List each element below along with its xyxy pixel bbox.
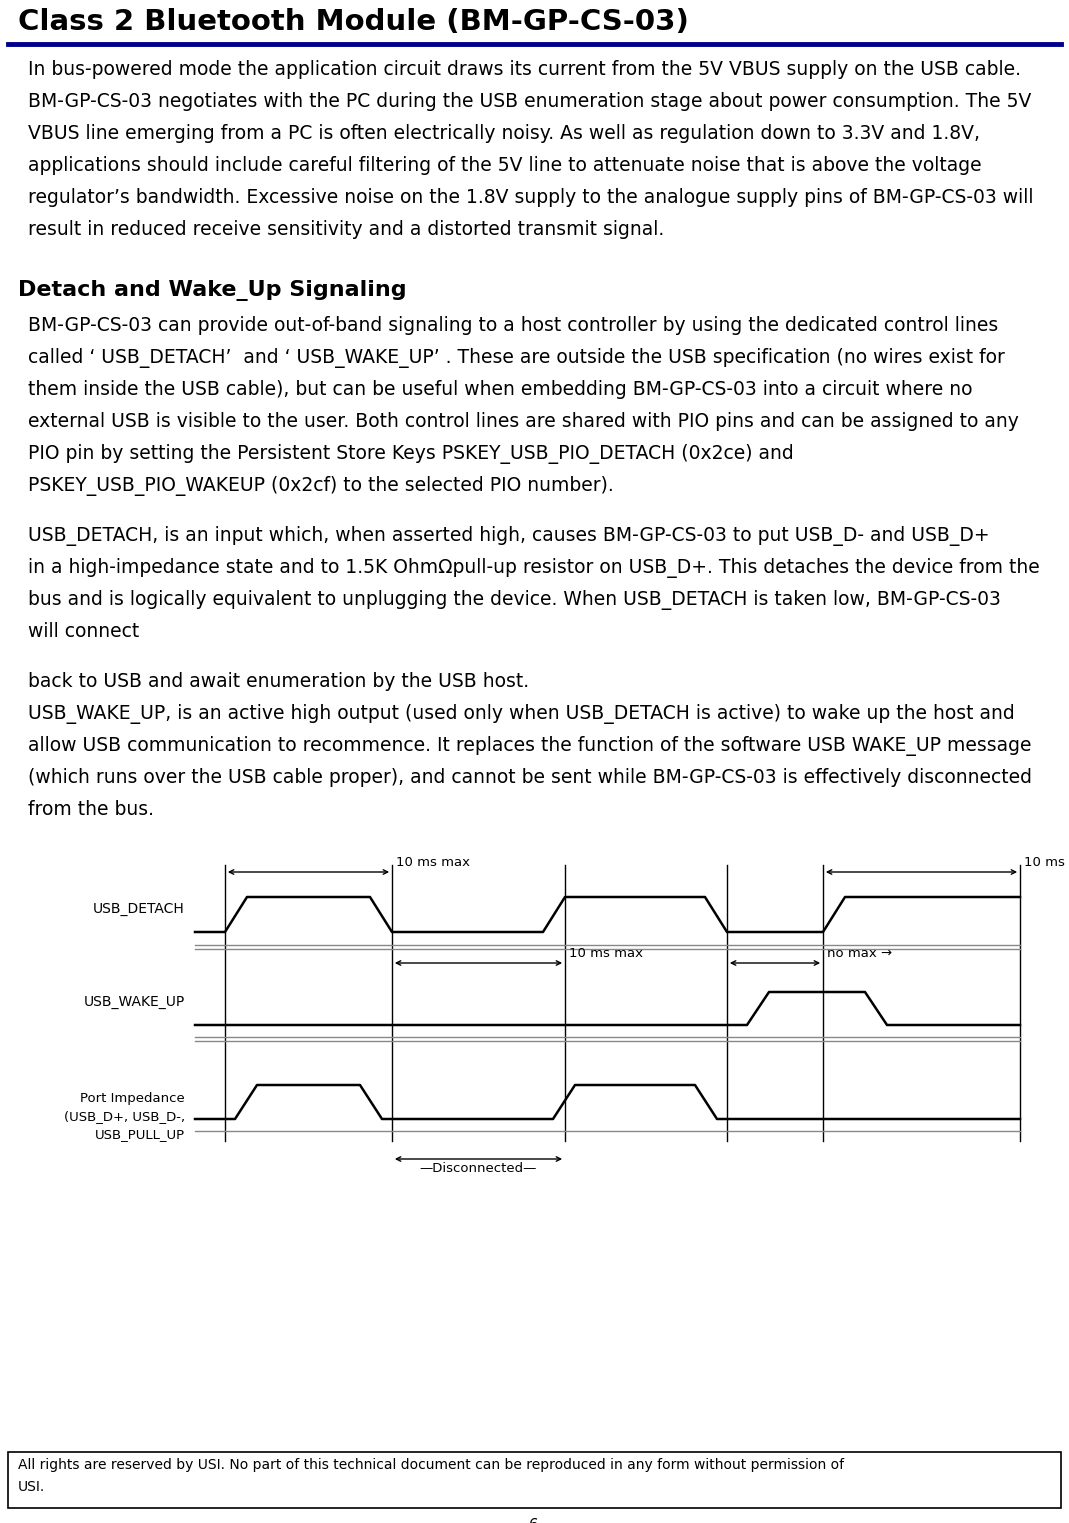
Text: result in reduced receive sensitivity and a distorted transmit signal.: result in reduced receive sensitivity an… [28,219,664,239]
Text: back to USB and await enumeration by the USB host.: back to USB and await enumeration by the… [28,672,529,691]
Text: will connect: will connect [28,621,139,641]
Text: 6: 6 [529,1518,539,1523]
Text: regulator’s bandwidth. Excessive noise on the 1.8V supply to the analogue supply: regulator’s bandwidth. Excessive noise o… [28,187,1034,207]
Text: —Disconnected—: —Disconnected— [420,1162,538,1176]
Text: 10 ms max: 10 ms max [396,856,470,870]
Text: in a high-impedance state and to 1.5K OhmΩpull-up resistor on USB_D+. This detac: in a high-impedance state and to 1.5K Oh… [28,557,1040,579]
Text: 10 ms max: 10 ms max [569,947,642,959]
Text: Port Impedance
(USB_D+, USB_D-,
USB_PULL_UP: Port Impedance (USB_D+, USB_D-, USB_PULL… [64,1092,185,1141]
Text: USB_WAKE_UP: USB_WAKE_UP [83,995,185,1010]
Text: In bus-powered mode the application circuit draws its current from the 5V VBUS s: In bus-powered mode the application circ… [28,59,1021,79]
Text: allow USB communication to recommence. It replaces the function of the software : allow USB communication to recommence. I… [28,736,1032,755]
Text: PSKEY_USB_PIO_WAKEUP (0x2cf) to the selected PIO number).: PSKEY_USB_PIO_WAKEUP (0x2cf) to the sele… [28,477,614,496]
Text: Class 2 Bluetooth Module (BM-GP-CS-03): Class 2 Bluetooth Module (BM-GP-CS-03) [18,8,688,37]
Text: Detach and Wake_Up Signaling: Detach and Wake_Up Signaling [18,280,406,302]
Text: them inside the USB cable), but can be useful when embedding BM-GP-CS-03 into a : them inside the USB cable), but can be u… [28,381,973,399]
Text: called ‘ USB_DETACH’  and ‘ USB_WAKE_UP’ . These are outside the USB specificati: called ‘ USB_DETACH’ and ‘ USB_WAKE_UP’ … [28,347,1005,369]
Text: USI.: USI. [18,1480,45,1494]
Text: BM-GP-CS-03 negotiates with the PC during the USB enumeration stage about power : BM-GP-CS-03 negotiates with the PC durin… [28,91,1032,111]
FancyBboxPatch shape [7,1451,1062,1508]
Text: PIO pin by setting the Persistent Store Keys PSKEY_USB_PIO_DETACH (0x2ce) and: PIO pin by setting the Persistent Store … [28,445,794,465]
Text: applications should include careful filtering of the 5V line to attenuate noise : applications should include careful filt… [28,155,981,175]
Text: from the bus.: from the bus. [28,800,154,819]
Text: USB_DETACH, is an input which, when asserted high, causes BM-GP-CS-03 to put USB: USB_DETACH, is an input which, when asse… [28,525,990,547]
Text: USB_DETACH: USB_DETACH [93,902,185,915]
Text: no max →: no max → [827,947,893,959]
Text: bus and is logically equivalent to unplugging the device. When USB_DETACH is tak: bus and is logically equivalent to unplu… [28,589,1001,611]
Text: BM-GP-CS-03 can provide out-of-band signaling to a host controller by using the : BM-GP-CS-03 can provide out-of-band sign… [28,315,998,335]
Text: external USB is visible to the user. Both control lines are shared with PIO pins: external USB is visible to the user. Bot… [28,413,1019,431]
Text: 10 ms max: 10 ms max [1024,856,1069,870]
Text: VBUS line emerging from a PC is often electrically noisy. As well as regulation : VBUS line emerging from a PC is often el… [28,123,980,143]
Text: All rights are reserved by USI. No part of this technical document can be reprod: All rights are reserved by USI. No part … [18,1458,845,1473]
Text: USB_WAKE_UP, is an active high output (used only when USB_DETACH is active) to w: USB_WAKE_UP, is an active high output (u… [28,704,1014,723]
Text: (which runs over the USB cable proper), and cannot be sent while BM-GP-CS-03 is : (which runs over the USB cable proper), … [28,768,1032,787]
